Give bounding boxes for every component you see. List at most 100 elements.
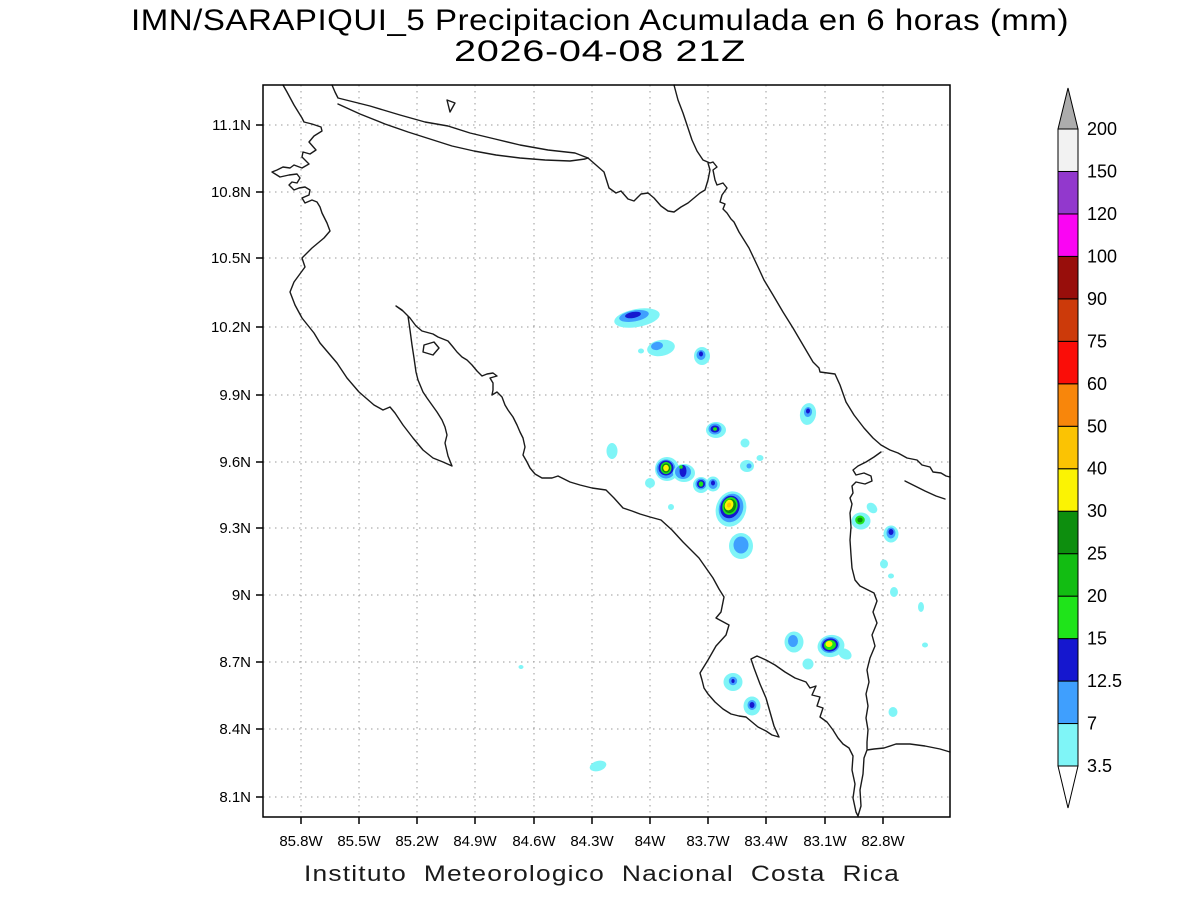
precip-cell-15mm: [698, 481, 704, 487]
precip-cell-3.5mm: [518, 665, 524, 669]
colorbar-level-label: 25: [1087, 544, 1107, 564]
colorbar-level-label: 100: [1087, 246, 1117, 266]
precip-cell-30mm: [663, 464, 669, 472]
x-axis-label: 85.8W: [279, 833, 323, 850]
precip-cell-3.5mm: [880, 559, 888, 569]
colorbar-level-label: 200: [1087, 119, 1117, 139]
precipitation-cells: [518, 308, 928, 772]
y-axis-label: 9.9N: [219, 387, 251, 404]
colorbar-segment: [1057, 340, 1079, 385]
bocas-islands-arc: [904, 480, 946, 500]
colorbar-segment: [1057, 638, 1079, 682]
precip-cell-3.5mm: [802, 658, 814, 670]
chira-island: [422, 341, 440, 356]
precip-cell-12.5mm: [749, 702, 755, 708]
colorbar-level-label: 3.5: [1087, 756, 1112, 776]
precip-cell-12.5mm: [625, 311, 641, 319]
x-axis-label: 82.8W: [861, 833, 905, 850]
precip-cell-7mm: [788, 635, 798, 647]
colorbar-level-label: 75: [1087, 331, 1107, 351]
precip-cell-3.5mm: [918, 602, 924, 612]
precip-cell-3.5mm: [866, 502, 878, 514]
colorbar-level-label: 30: [1087, 501, 1107, 521]
colorbar-level-label: 20: [1087, 586, 1107, 606]
colorbar-level-label: 90: [1087, 289, 1107, 309]
page-title: IMN/SARAPIQUI_5 Precipitacion Acumulada …: [131, 4, 1069, 37]
colorbar-segment: [1057, 723, 1079, 767]
caption: Instituto Meteorologico Nacional Costa R…: [304, 861, 900, 886]
x-axis-label: 83.1W: [803, 833, 847, 850]
colorbar-level-label: 7: [1087, 714, 1097, 734]
y-axis: 11.1N 10.8N 10.5N 10.2N 9.9N 9.6N 9.3N 9N 8.7N 8.…: [211, 117, 263, 806]
lake-island: [446, 99, 456, 113]
precip-cell-15mm: [679, 465, 683, 469]
precip-cell-3.5mm: [668, 504, 674, 510]
colorbar-arrow-above: [1057, 87, 1079, 130]
colorbar-level-label: 15: [1087, 629, 1107, 649]
y-axis-label: 8.4N: [219, 721, 251, 738]
precip-cell-12.5mm: [888, 529, 894, 535]
colorbar-level-label: 40: [1087, 459, 1107, 479]
precip-cell-12.5mm: [699, 351, 703, 357]
colorbar-level-label: 50: [1087, 416, 1107, 436]
colorbar-segment: [1057, 170, 1079, 215]
precip-cell-7mm: [733, 536, 749, 554]
y-axis-label: 10.5N: [211, 250, 251, 267]
nicaragua-border-line: [337, 103, 589, 162]
y-axis-label: 9.3N: [219, 520, 251, 537]
y-axis-label: 10.8N: [211, 184, 251, 201]
precip-cell-3.5mm: [756, 455, 764, 461]
map-frame: [262, 84, 951, 818]
x-axis-label: 84.3W: [570, 833, 614, 850]
precip-cell-3.5mm: [638, 348, 644, 354]
x-axis-label: 84W: [635, 833, 667, 850]
colorbar-segment: [1057, 128, 1079, 172]
colorbar-level-label: 150: [1087, 161, 1117, 181]
y-axis-label: 8.7N: [219, 654, 251, 671]
precip-cell-3.5mm: [606, 443, 618, 459]
colorbar-segment: [1057, 298, 1079, 342]
colorbar-segment: [1057, 680, 1079, 725]
colorbar-level-label: 120: [1087, 204, 1117, 224]
grid-lines: [263, 85, 950, 817]
precip-cell-3.5mm: [888, 573, 894, 579]
y-axis-label: 10.2N: [211, 319, 251, 336]
lake-nicaragua-shoreline: [331, 84, 589, 159]
precip-cell-7mm: [746, 463, 752, 469]
colorbar-arrow-below: [1057, 765, 1079, 809]
colorbar-legend: 3.5 7 12.5 15 20 25 30 40 50 60 75 90 100 120 150 200: [1057, 87, 1122, 809]
colorbar-segment: [1057, 468, 1079, 512]
x-axis: 85.8W 85.5W 85.2W 84.9W 84.6W 84.3W 84W 83.7W 83…: [279, 817, 906, 850]
precip-cell-3.5mm: [740, 438, 750, 448]
precip-cell-3.5mm: [645, 478, 655, 488]
colorbar-segment: [1057, 213, 1079, 257]
precip-cell-3.5mm: [922, 642, 928, 648]
colorbar-level-label: 60: [1087, 374, 1107, 394]
precip-cell-30mm: [825, 640, 833, 648]
precip-cell-3.5mm: [890, 587, 898, 597]
colorbar-segment: [1057, 425, 1079, 470]
y-axis-label: 11.1N: [212, 117, 251, 134]
costa-rica-pacific-coastline: [271, 84, 951, 817]
x-axis-label: 84.9W: [453, 833, 497, 850]
y-axis-label: 8.1N: [219, 789, 251, 806]
colorbar-segment: [1057, 255, 1079, 300]
colorbar-segment: [1057, 383, 1079, 427]
x-axis-label: 85.5W: [337, 833, 381, 850]
precip-cell-40mm: [726, 502, 732, 508]
precip-cell-3.5mm: [888, 707, 898, 717]
x-axis-label: 85.2W: [395, 833, 439, 850]
precip-cell-3.5mm: [589, 760, 607, 772]
panama-border-line: [849, 451, 882, 750]
precip-cell-7mm: [651, 341, 663, 351]
precip-cell-12.5mm: [805, 408, 811, 414]
x-axis-label: 84.6W: [512, 833, 556, 850]
colorbar-segment: [1057, 595, 1079, 640]
precip-cell-12.5mm: [711, 480, 715, 486]
page-datetime: 2026-04-08 21Z: [454, 35, 746, 68]
precip-cell-25mm: [857, 517, 863, 523]
precip-cell-12.5mm: [731, 679, 735, 683]
precip-cell-15mm: [713, 427, 717, 431]
